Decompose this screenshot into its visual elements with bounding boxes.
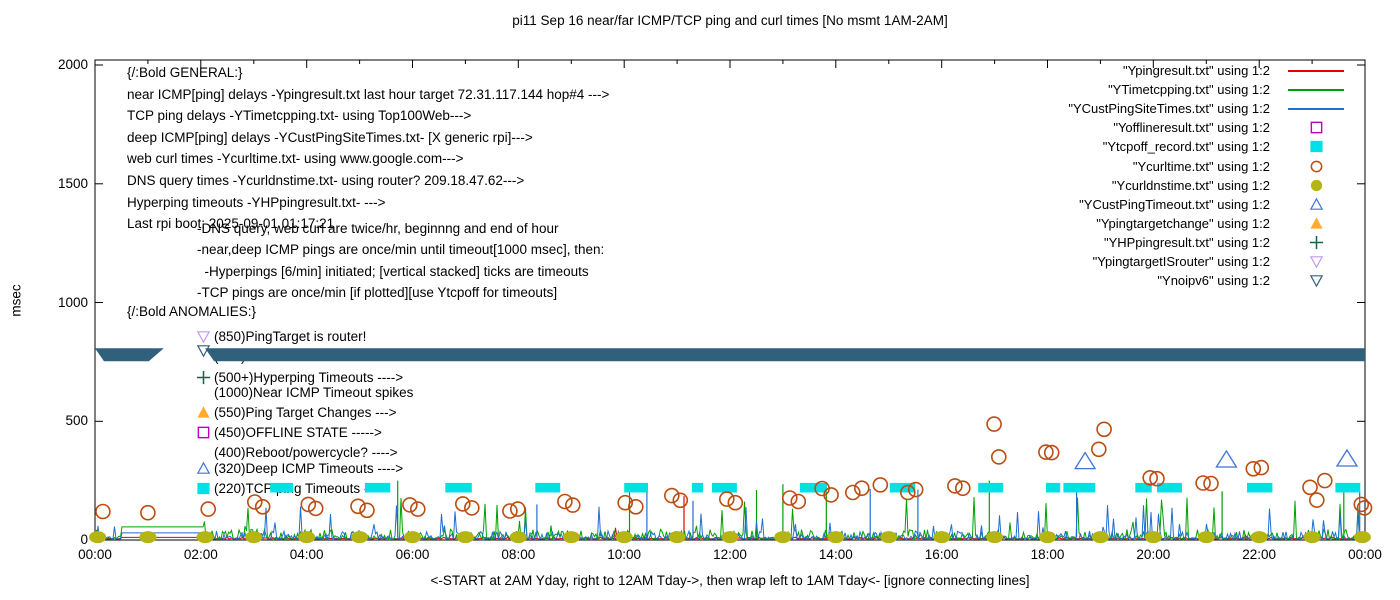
annotation-anomalies-header: {/:Bold ANOMALIES:}: [127, 304, 257, 319]
legend-label: "Ytcpoff_record.txt" using 1:2: [1102, 139, 1270, 155]
y-tick-500: 500: [65, 413, 88, 429]
x-tick-0: 00:00: [78, 547, 112, 562]
legend-label: "YTimetcpping.txt" using 1:2: [1108, 82, 1270, 98]
x-tick-5: 10:00: [607, 547, 642, 562]
x-tick-8: 16:00: [924, 547, 959, 562]
legend-row: "Ypingresult.txt" using 1:2: [900, 61, 1362, 80]
legend-line-sample: [1270, 69, 1362, 72]
x-tick-7: 14:00: [818, 547, 853, 562]
anomaly-row: (500+)Hyperping Timeouts ---->: [196, 369, 403, 385]
legend-marker-triangle-down-open: [1270, 254, 1362, 269]
x-tick-1: 02:00: [183, 547, 218, 562]
anomaly-text: (400)Reboot/powercycle? ---->: [214, 444, 398, 460]
legend-row: "Yofflineresult.txt" using 1:2: [900, 118, 1362, 137]
anomaly-row: (220)TCP ping Timeouts -----: [196, 480, 386, 496]
anomaly-row: (400)Reboot/powercycle? ---->: [196, 444, 397, 460]
legend-line-sample: [1270, 88, 1362, 91]
legend: "Ypingresult.txt" using 1:2 "YTimetcpping…: [900, 61, 1362, 290]
y-axis-label: msec: [8, 284, 24, 317]
x-tick-4: 08:00: [501, 547, 536, 562]
anomaly-text: (1000)Near ICMP Timeout spikes: [214, 384, 414, 400]
legend-label: "Ynoipv6" using 1:2: [1157, 273, 1270, 289]
x-tick-10: 20:00: [1136, 547, 1171, 562]
y-tick-0: 0: [80, 532, 88, 547]
legend-row: "Ynoipv6" using 1:2: [900, 271, 1362, 290]
y-tick-2000: 2000: [57, 57, 88, 72]
anomaly-text: (320)Deep ICMP Timeouts ---->: [214, 460, 404, 476]
legend-label: "YpingtargetISrouter" using 1:2: [1092, 253, 1270, 269]
legend-marker-triangle-down-open: [1270, 273, 1362, 288]
legend-row: "YpingtargetISrouter" using 1:2: [900, 252, 1362, 271]
legend-marker-plus: [1270, 235, 1362, 250]
x-tick-2: 04:00: [289, 547, 324, 562]
legend-line-sample: [1270, 107, 1362, 110]
annotation-notes-block: -DNS query, web curl are twice/hr, begin…: [197, 221, 605, 300]
plus-icon: [196, 370, 212, 385]
x-tick-3: 06:00: [395, 547, 430, 562]
triangle-up-filled-icon: [196, 405, 212, 420]
triangle-down-open-icon: [196, 343, 212, 358]
legend-row: "YTimetcpping.txt" using 1:2: [900, 80, 1362, 99]
legend-row: "Ycurldnstime.txt" using 1:2: [900, 176, 1362, 195]
anomaly-row: (1000)Near ICMP Timeout spikes: [196, 384, 413, 400]
legend-marker-triangle-up-filled: [1270, 216, 1362, 231]
y-tick-1000: 1000: [57, 294, 88, 310]
legend-label: "Ycurltime.txt" using 1:2: [1132, 158, 1270, 174]
legend-marker-circle-open: [1270, 159, 1362, 174]
x-tick-12: 00:00: [1348, 547, 1382, 562]
anomaly-row: (450)OFFLINE STATE ----->: [196, 424, 382, 440]
anomaly-text: (850)PingTarget is router!: [214, 328, 367, 344]
anomaly-row: (850)PingTarget is router!: [196, 328, 366, 344]
legend-label: "Ypingresult.txt" using 1:2: [1122, 63, 1270, 79]
chart-title: pi11 Sep 16 near/far ICMP/TCP ping and c…: [512, 13, 948, 28]
anomaly-text: (785)No v6 fallback ----->: [214, 348, 365, 364]
annotation-general-block: {/:Bold GENERAL:} near ICMP[ping] delays…: [127, 65, 610, 232]
y-tick-1500: 1500: [57, 175, 88, 191]
marker-spacer: [196, 385, 212, 400]
x-axis-label: <-START at 2AM Yday, right to 12AM Tday-…: [430, 573, 1030, 588]
legend-label: "YCustPingTimeout.txt" using 1:2: [1079, 196, 1270, 212]
x-tick-11: 22:00: [1242, 547, 1277, 562]
legend-marker-square-filled: [1270, 139, 1362, 154]
legend-label: "YCustPingSiteTimes.txt" using 1:2: [1068, 101, 1270, 117]
anomaly-text: (450)OFFLINE STATE ----->: [214, 424, 382, 440]
legend-label: "Yofflineresult.txt" using 1:2: [1113, 120, 1270, 136]
anomaly-text: (500+)Hyperping Timeouts ---->: [214, 369, 404, 385]
triangle-down-open-icon: [196, 329, 212, 344]
legend-row: "YCustPingSiteTimes.txt" using 1:2: [900, 99, 1362, 118]
legend-label: "YHPpingresult.txt" using 1:2: [1103, 234, 1270, 250]
legend-row: "Ypingtargetchange" using 1:2: [900, 214, 1362, 233]
legend-marker-circle-filled: [1270, 178, 1362, 193]
anomaly-text: (550)Ping Target Changes --->: [214, 404, 397, 420]
legend-label: "Ycurldnstime.txt" using 1:2: [1111, 177, 1270, 193]
square-filled-icon: [196, 481, 212, 496]
legend-row: "Ytcpoff_record.txt" using 1:2: [900, 137, 1362, 156]
marker-spacer: [196, 445, 212, 460]
square-open-icon: [196, 425, 212, 440]
x-tick-6: 12:00: [713, 547, 747, 562]
anomaly-row: (550)Ping Target Changes --->: [196, 404, 396, 420]
legend-marker-square-open: [1270, 120, 1362, 135]
legend-marker-triangle-up-open: [1270, 197, 1362, 212]
anomaly-row: (785)No v6 fallback ----->: [196, 344, 365, 364]
anomaly-text: (220)TCP ping Timeouts -----: [214, 480, 387, 496]
legend-row: "Ycurltime.txt" using 1:2: [900, 156, 1362, 175]
anomaly-row: (320)Deep ICMP Timeouts ---->: [196, 460, 403, 476]
triangle-up-open-icon: [196, 461, 212, 476]
legend-row: "YHPpingresult.txt" using 1:2: [900, 233, 1362, 252]
legend-label: "Ypingtargetchange" using 1:2: [1096, 215, 1270, 231]
legend-row: "YCustPingTimeout.txt" using 1:2: [900, 195, 1362, 214]
x-tick-9: 18:00: [1030, 547, 1065, 562]
